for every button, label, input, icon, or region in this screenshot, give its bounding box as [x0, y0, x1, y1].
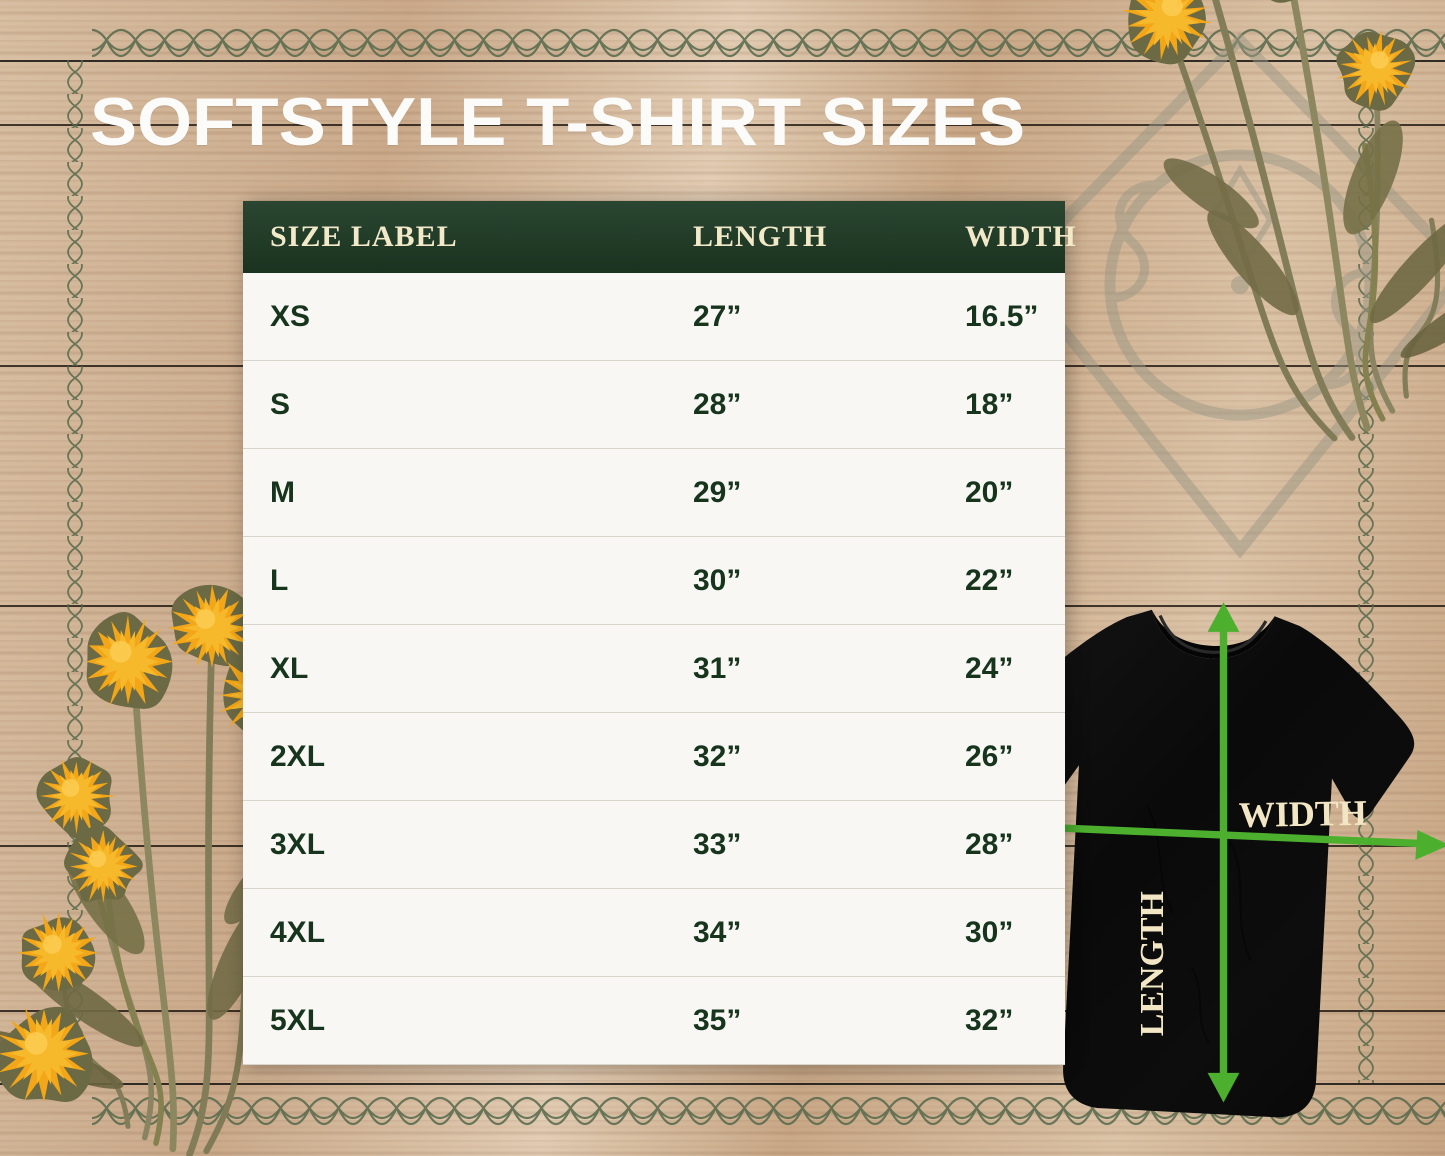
- svg-text:LENGTH: LENGTH: [1134, 891, 1171, 1036]
- svg-text:WIDTH: WIDTH: [1238, 793, 1367, 835]
